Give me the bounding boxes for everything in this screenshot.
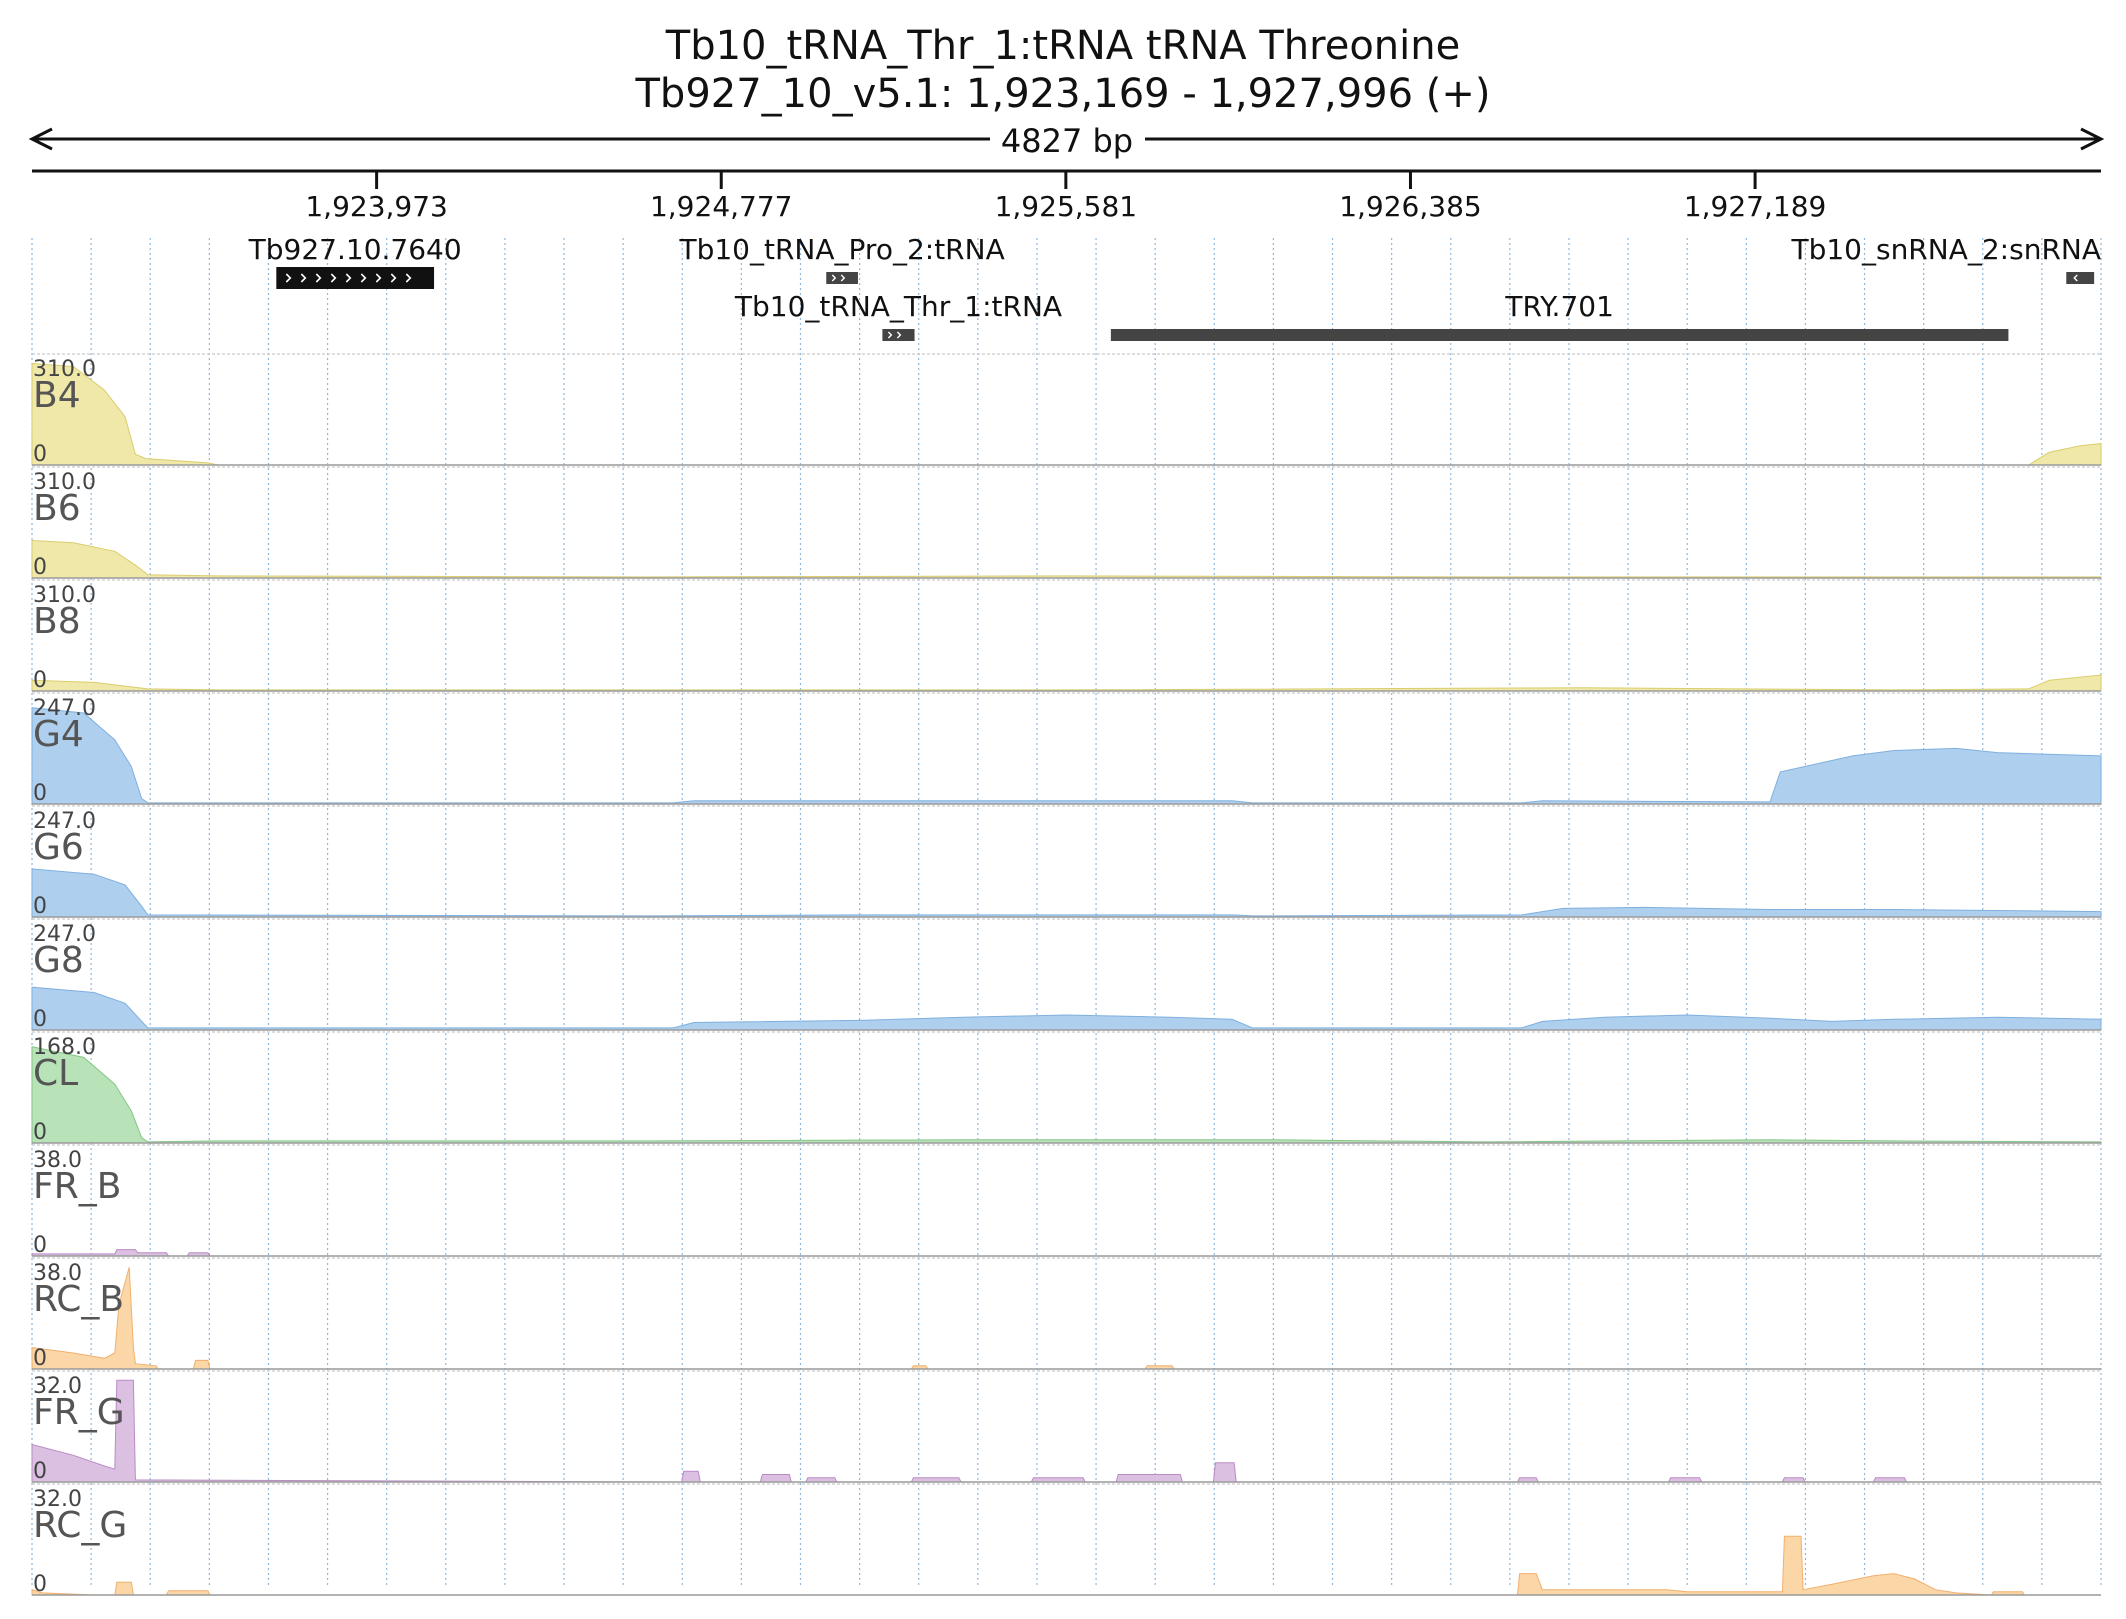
coverage-track-rc-g: 32.0RC_G 0 [31, 1483, 2101, 1597]
span-label: 4827 bp [1001, 122, 1133, 160]
strand-arrow-icon [831, 274, 837, 282]
track-name: G6 [33, 827, 84, 868]
track-name: G4 [33, 714, 84, 755]
strand-arrow-icon [896, 331, 902, 339]
strand-arrow-icon [315, 273, 322, 283]
arrow-left-head [28, 127, 53, 151]
rna-feature-glyph[interactable] [2066, 272, 2095, 284]
track-name: G8 [33, 940, 84, 981]
track-max-label: 310.0 [33, 583, 96, 608]
coverage-area [31, 986, 2102, 1031]
coverage-tracks: 310.0B40310.0B60310.0B80247.0G40247.0G60… [31, 353, 2102, 1597]
transcript-feature-bar[interactable] [1110, 329, 2009, 341]
track-min-label: 0 [33, 1572, 47, 1597]
coverage-track-g8: 247.0G8 0 [31, 918, 2102, 1032]
track-min-label: 0 [33, 1233, 47, 1258]
track-min-label: 0 [33, 1120, 47, 1145]
track-max-label: 247.0 [33, 922, 96, 947]
coverage-area [31, 868, 2102, 918]
coverage-area [31, 707, 2102, 805]
coverage-area [31, 674, 2102, 692]
coverage-area [31, 1379, 2101, 1483]
strand-arrow-icon [2073, 274, 2078, 282]
track-min-label: 0 [33, 442, 47, 467]
coverage-area [31, 1046, 2102, 1144]
track-max-label: 32.0 [33, 1487, 82, 1512]
ruler-tick-label: 1,923,973 [305, 190, 448, 223]
coordinate-ruler: 4827 bp 1,923,973 1,924,777 1,925,581 1,926… [28, 122, 2105, 223]
coverage-track-fr-b: 38.0FR_B 0 [31, 1144, 2101, 1258]
track-max-label: 32.0 [33, 1374, 82, 1399]
coverage-track-g4: 247.0G4 0 [31, 692, 2102, 806]
track-max-label: 247.0 [33, 696, 96, 721]
ruler-tick-label: 1,926,385 [1339, 190, 1482, 223]
strand-arrow-icon [360, 273, 367, 283]
coverage-track-b4: 310.0B4 0 [31, 353, 2102, 467]
track-name: FR_G [33, 1392, 125, 1433]
track-min-label: 0 [33, 1007, 47, 1032]
coverage-track-rc-b: 38.0RC_B 0 [31, 1257, 2101, 1371]
coverage-area [31, 1267, 2101, 1370]
track-name: B6 [33, 488, 81, 529]
track-max-label: 247.0 [33, 809, 96, 834]
coverage-area [31, 1249, 2101, 1257]
feature-label: Tb10_tRNA_Pro_2:tRNA [678, 233, 1004, 266]
coverage-area [31, 539, 2102, 579]
track-max-label: 38.0 [33, 1148, 82, 1173]
feature-label: Tb10_snRNA_2:snRNA [1790, 233, 2101, 266]
arrow-right-head [2080, 127, 2105, 151]
coverage-track-b8: 310.0B8 0 [31, 579, 2102, 693]
track-name: B4 [33, 375, 81, 416]
coverage-track-fr-g: 32.0FR_G 0 [31, 1370, 2101, 1484]
strand-arrow-icon [390, 273, 397, 283]
feature-label: Tb10_tRNA_Thr_1:tRNA [734, 290, 1062, 323]
feature-annotations: Tb927.10.7640 Tb10_tRNA_Pro_2:tRNA Tb10_sn… [248, 233, 2101, 341]
track-max-label: 310.0 [33, 470, 96, 495]
coverage-area [31, 362, 2102, 466]
track-name: RC_B [33, 1279, 124, 1320]
rna-feature-glyph[interactable] [882, 329, 915, 341]
locus-coordinates: Tb927_10_v5.1: 1,923,169 - 1,927,996 (+) [635, 71, 1491, 117]
coverage-area [31, 1535, 2101, 1596]
coverage-track-g6: 247.0G6 0 [31, 805, 2102, 919]
strand-arrow-icon [300, 273, 307, 283]
coverage-track-b6: 310.0B6 0 [31, 466, 2102, 580]
gene-feature-glyph[interactable] [276, 267, 435, 289]
rna-feature-glyph[interactable] [826, 272, 858, 284]
track-max-label: 310.0 [33, 357, 96, 382]
feature-label: Tb927.10.7640 [248, 233, 462, 266]
feature-label: TRY.701 [1504, 290, 1614, 323]
track-name: FR_B [33, 1166, 121, 1207]
plot-header: Tb10_tRNA_Thr_1:tRNA tRNA Threonine Tb92… [0, 0, 2126, 120]
track-min-label: 0 [33, 1459, 47, 1484]
strand-arrow-icon [887, 331, 893, 339]
coverage-track-cl: 168.0CL 0 [31, 1031, 2102, 1145]
ruler-tick-label: 1,924,777 [650, 190, 793, 223]
track-min-label: 0 [33, 668, 47, 693]
track-max-label: 38.0 [33, 1261, 82, 1286]
track-min-label: 0 [33, 781, 47, 806]
feature-title: Tb10_tRNA_Thr_1:tRNA tRNA Threonine [665, 23, 1461, 69]
strand-arrow-icon [330, 273, 337, 283]
ruler-tick-label: 1,925,581 [995, 190, 1138, 223]
strand-arrow-icon [840, 274, 846, 282]
strand-arrow-icon [375, 273, 382, 283]
strand-arrow-icon [285, 273, 292, 283]
track-min-label: 0 [33, 1346, 47, 1371]
track-name: CL [33, 1053, 78, 1094]
strand-arrow-icon [345, 273, 352, 283]
track-max-label: 168.0 [33, 1035, 96, 1060]
track-min-label: 0 [33, 894, 47, 919]
ruler-tick-label: 1,927,189 [1684, 190, 1827, 223]
strand-arrow-icon [405, 273, 412, 283]
track-name: RC_G [33, 1505, 127, 1546]
track-name: B8 [33, 601, 81, 642]
track-min-label: 0 [33, 555, 47, 580]
